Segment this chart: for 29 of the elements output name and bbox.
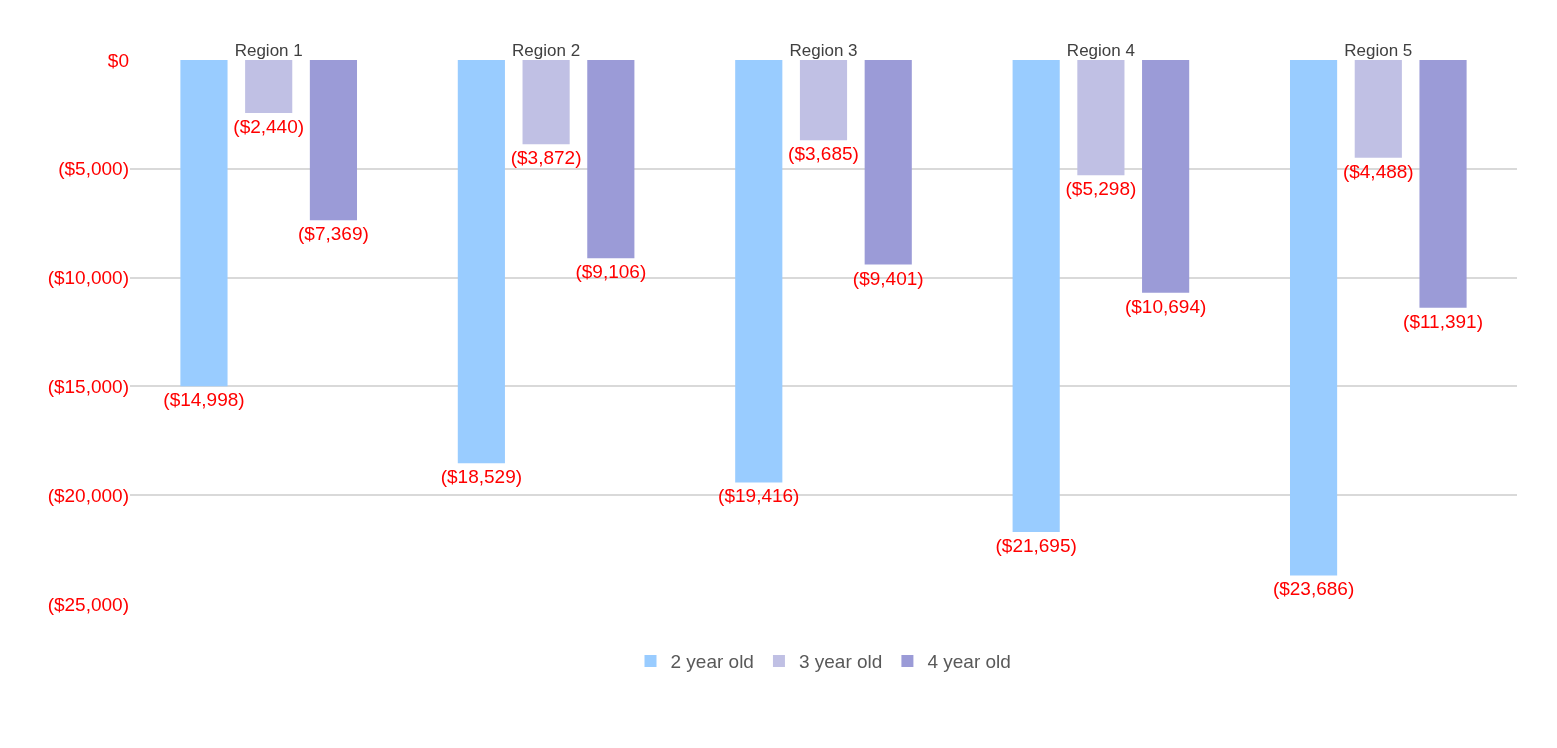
data-label: ($3,685) xyxy=(788,143,859,165)
data-label: ($19,416) xyxy=(718,485,800,507)
x-tick-label: Region 1 xyxy=(234,40,303,60)
data-label: ($14,998) xyxy=(163,389,245,411)
x-tick-label: Region 3 xyxy=(789,40,858,60)
data-label: ($7,369) xyxy=(298,223,369,245)
data-label: ($4,488) xyxy=(1342,160,1414,182)
y-tick-label: ($25,000) xyxy=(47,593,129,615)
data-label: ($2,440) xyxy=(233,116,305,138)
legend-label: 2 year old xyxy=(670,651,754,673)
x-tick-label: Region 2 xyxy=(512,40,581,60)
legend-label: 3 year old xyxy=(798,651,883,673)
data-label: ($9,106) xyxy=(575,261,647,283)
y-tick-label: ($10,000) xyxy=(47,267,129,289)
data-label: ($21,695) xyxy=(995,535,1077,557)
data-label: ($5,298) xyxy=(1065,178,1137,200)
data-label: ($18,529) xyxy=(440,466,523,488)
legend-label: 4 year old xyxy=(927,651,1011,673)
data-label: ($11,391) xyxy=(1403,310,1483,332)
data-label: ($23,686) xyxy=(1272,578,1355,600)
data-label: ($10,694) xyxy=(1124,295,1207,317)
y-tick-label: ($5,000) xyxy=(58,158,129,180)
y-tick-label: ($20,000) xyxy=(47,484,129,506)
y-tick-label: ($15,000) xyxy=(47,376,129,398)
data-label: ($9,401) xyxy=(852,267,924,289)
data-label: ($3,872) xyxy=(510,147,582,169)
x-tick-label: Region 4 xyxy=(1066,40,1135,60)
y-tick-label: $0 xyxy=(107,49,129,71)
x-tick-label: Region 5 xyxy=(1344,40,1413,60)
